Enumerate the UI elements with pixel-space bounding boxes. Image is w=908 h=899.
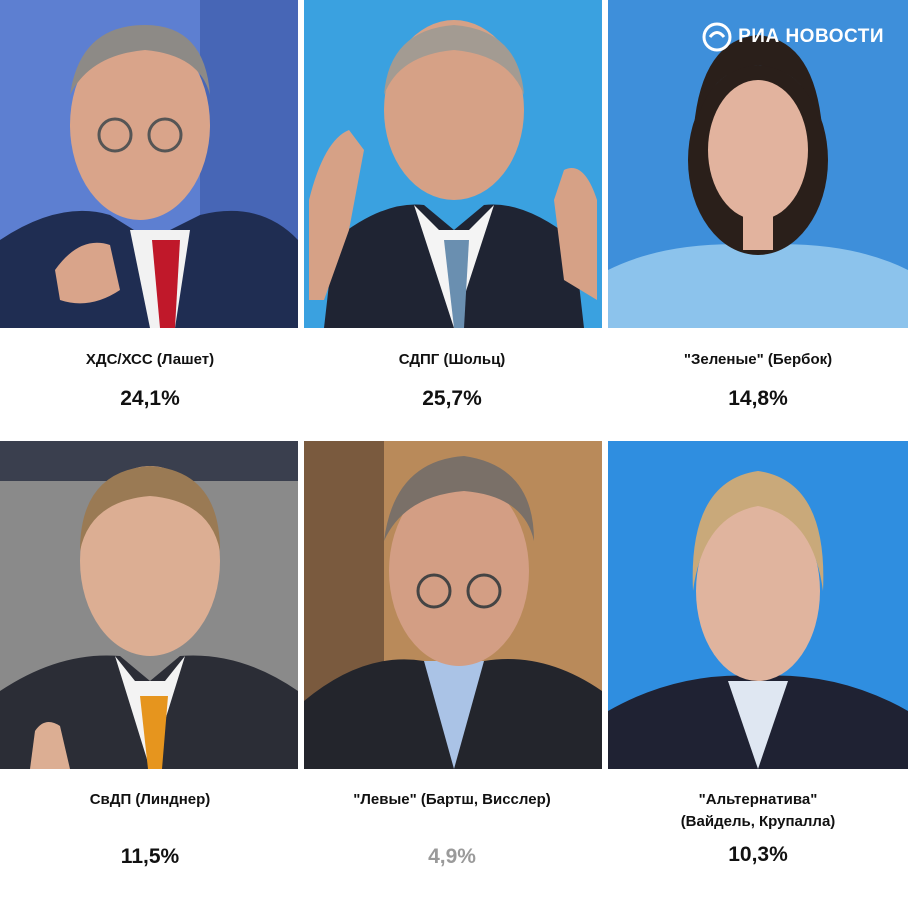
party-label-fdp: СвДП (Линднер) [89, 791, 211, 808]
party-result-afd: 10,3% [728, 843, 788, 866]
party-result-left: 4,9% [428, 845, 476, 868]
photo-baerbock: РИА НОВОСТИ [608, 0, 908, 328]
party-label-greens: "Зеленые" (Бербок) [683, 351, 833, 368]
photo-weidel [608, 441, 908, 769]
party-result-spd: 25,7% [422, 387, 482, 410]
party-result-fdp: 11,5% [120, 845, 180, 868]
party-result-cdu: 24,1% [120, 387, 180, 410]
ria-novosti-logo-icon [702, 22, 732, 52]
ria-novosti-logo: РИА НОВОСТИ [702, 22, 884, 52]
photo-lindner [0, 441, 298, 769]
logo-text: РИА НОВОСТИ [738, 26, 884, 47]
party-label-cdu: ХДС/ХСС (Лашет) [85, 351, 215, 368]
photo-bartsch [304, 441, 602, 769]
party-label-afd-line2: (Вайдель, Крупалла) [680, 813, 836, 830]
party-label-afd-line1: "Альтернатива" [698, 791, 818, 808]
photo-scholz [304, 0, 602, 328]
party-result-greens: 14,8% [728, 387, 788, 410]
photo-laschet [0, 0, 298, 328]
party-label-spd: СДПГ (Шольц) [398, 351, 506, 368]
party-label-left: "Левые" (Бартш, Висслер) [353, 791, 551, 808]
party-label-afd: "Альтернатива" (Вайдель, Крупалла) [608, 789, 908, 833]
